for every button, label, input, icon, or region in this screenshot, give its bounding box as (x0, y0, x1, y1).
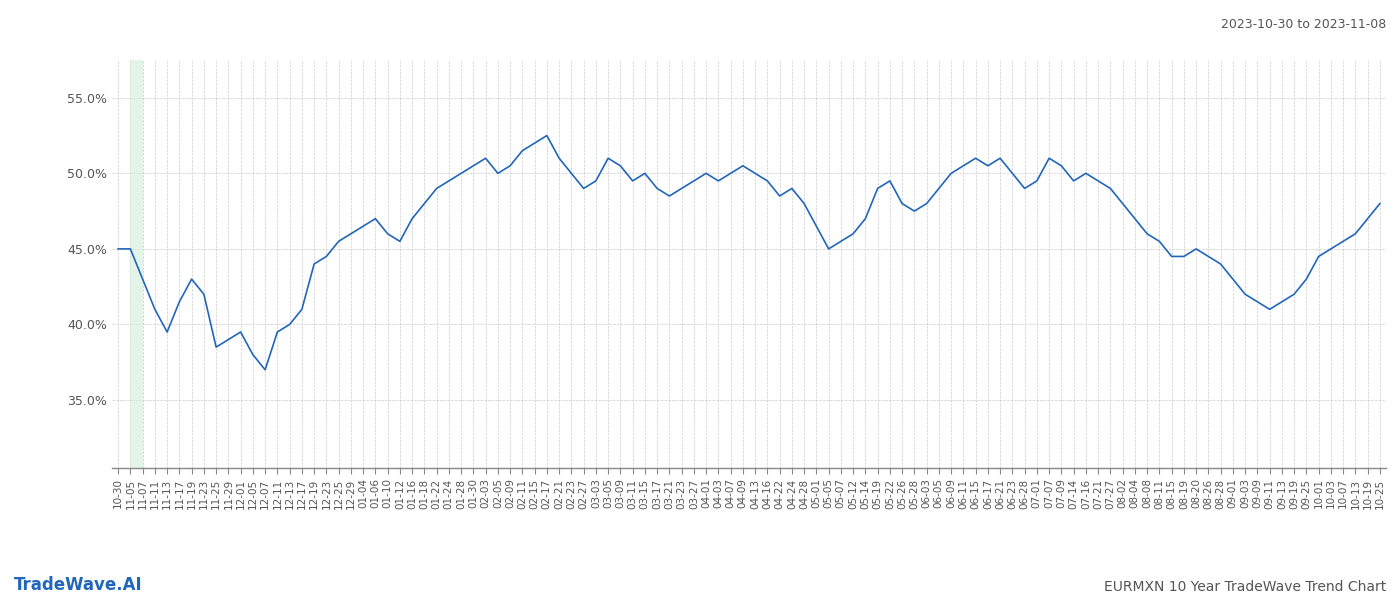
Text: 2023-10-30 to 2023-11-08: 2023-10-30 to 2023-11-08 (1221, 18, 1386, 31)
Text: TradeWave.AI: TradeWave.AI (14, 576, 143, 594)
Bar (130, 60, 143, 468)
Text: EURMXN 10 Year TradeWave Trend Chart: EURMXN 10 Year TradeWave Trend Chart (1103, 580, 1386, 594)
